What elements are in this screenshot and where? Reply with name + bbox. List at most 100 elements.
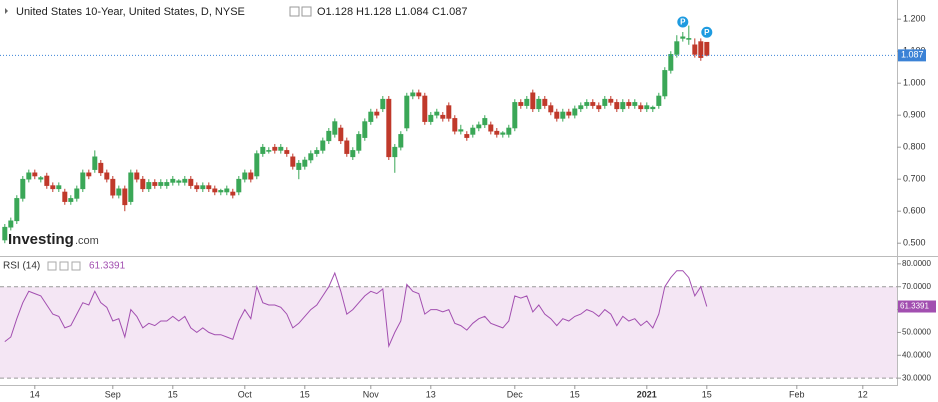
candle-body <box>590 102 596 106</box>
candle-body <box>140 178 146 190</box>
chart-title: United States 10-Year, United States, D,… <box>16 6 245 18</box>
candle-body <box>8 220 14 228</box>
candle-body <box>176 180 182 183</box>
rsi-line <box>4 270 708 349</box>
candle-body <box>98 162 104 174</box>
candle-body <box>440 114 446 119</box>
candle-body <box>488 124 494 132</box>
candle-body <box>44 175 50 186</box>
x-tick-label: Oct <box>238 389 253 399</box>
candle-body <box>170 178 176 183</box>
marker-label: P <box>680 18 686 27</box>
candle-body <box>290 156 296 167</box>
candle-body <box>320 140 326 151</box>
rsi-icon[interactable] <box>71 261 81 271</box>
candle-body <box>548 105 554 113</box>
candle-body <box>200 185 206 190</box>
candle-body <box>674 41 680 55</box>
candle-body <box>182 178 188 183</box>
candle-body <box>614 102 620 110</box>
candle-body <box>368 111 374 122</box>
candle-body <box>284 150 290 154</box>
candle-body <box>392 146 398 158</box>
candle-body <box>350 150 356 158</box>
candle-body <box>602 98 608 106</box>
rsi-icon[interactable] <box>47 261 57 271</box>
candle-body <box>470 127 476 135</box>
candle-body <box>356 134 362 151</box>
candle-body <box>638 105 644 110</box>
candle-body <box>62 191 68 202</box>
x-tick-label: 15 <box>570 389 580 399</box>
rsi-icon[interactable] <box>59 261 69 271</box>
candle-body <box>224 188 230 193</box>
candle-body <box>698 41 704 58</box>
candle-body <box>344 140 350 154</box>
y-tick-label: 1.200 <box>903 14 926 24</box>
y-tick-label: 0.700 <box>903 174 926 184</box>
x-tick-label: 15 <box>702 389 712 399</box>
last-price-label: 1.087 <box>901 50 924 60</box>
candle-body <box>326 130 332 142</box>
marker <box>677 16 689 28</box>
y-tick-label: 0.900 <box>903 110 926 120</box>
x-tick-label: Sep <box>105 389 121 399</box>
x-tick-label: 14 <box>30 389 40 399</box>
candle-body <box>14 198 20 222</box>
candle-body <box>32 172 38 177</box>
settings-icon[interactable] <box>289 6 300 17</box>
candle-body <box>662 70 668 97</box>
candle-body <box>158 182 164 186</box>
candle-body <box>512 102 518 129</box>
candle-body <box>464 134 470 138</box>
candle-body <box>194 185 200 190</box>
collapse-icon[interactable] <box>5 8 8 14</box>
candle-body <box>260 146 266 154</box>
marker <box>701 26 713 38</box>
rsi-value: 61.3391 <box>89 261 126 272</box>
watermark-brand: Investing <box>8 231 74 248</box>
candle-body <box>188 178 194 186</box>
candle-body <box>692 44 698 55</box>
candle-body <box>338 127 344 142</box>
candle-body <box>422 95 428 122</box>
candle-body <box>308 153 314 161</box>
candle-body <box>608 98 614 103</box>
candle-body <box>686 38 692 40</box>
candle-body <box>554 111 560 119</box>
candle-body <box>74 188 80 199</box>
candle-body <box>92 156 98 170</box>
y-tick-label: 30.0000 <box>902 373 931 382</box>
ohlc-low: L1.084 <box>395 6 429 18</box>
candle-body <box>20 178 26 199</box>
candle-body <box>494 130 500 135</box>
candle-body <box>272 146 278 151</box>
candle-body <box>122 188 128 206</box>
candle-body <box>116 188 122 196</box>
rsi-band <box>0 286 897 379</box>
candle-body <box>128 172 134 202</box>
candle-body <box>404 95 410 129</box>
candle-body <box>164 182 170 186</box>
ohlc-close: C1.087 <box>432 6 467 18</box>
candle-body <box>428 114 434 122</box>
candle-body <box>434 111 440 116</box>
candle-body <box>212 188 218 193</box>
marker-label: P <box>704 28 710 37</box>
candle-body <box>68 198 74 202</box>
candle-body <box>416 92 422 97</box>
candle-body <box>230 191 236 196</box>
candle-body <box>218 190 224 193</box>
x-tick-label: 13 <box>426 389 436 399</box>
candle-body <box>56 185 62 190</box>
candle-body <box>524 98 530 106</box>
candle-body <box>506 127 512 135</box>
y-tick-label: 1.000 <box>903 78 926 88</box>
hide-icon[interactable] <box>301 6 312 17</box>
x-tick-label: 12 <box>858 389 868 399</box>
candle-body <box>656 95 662 106</box>
candle-body <box>650 106 656 110</box>
candle-body <box>542 98 548 106</box>
candle-body <box>38 177 44 180</box>
candle-body <box>572 108 578 116</box>
